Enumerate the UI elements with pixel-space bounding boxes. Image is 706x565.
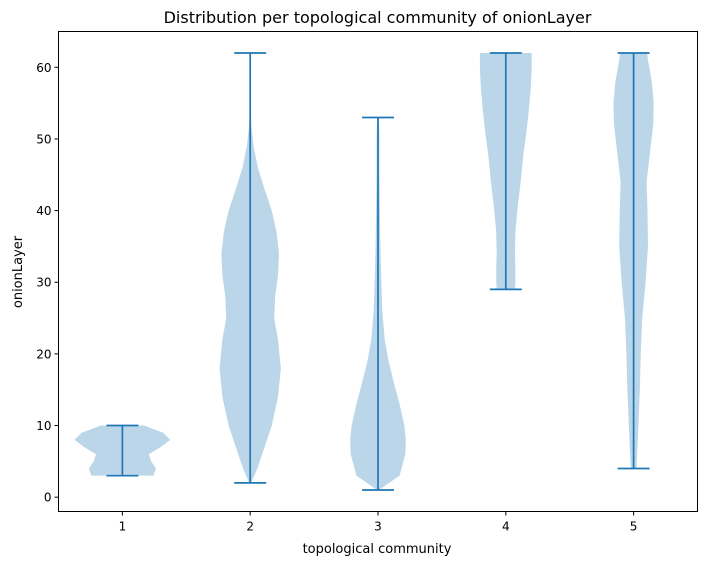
whisker-lines-layer (106, 52, 650, 491)
x-tick-label: 3 (374, 520, 382, 534)
x-tick-label: 5 (630, 520, 638, 534)
y-axis-label: onionLayer (11, 235, 26, 308)
x-tick-label: 2 (246, 520, 254, 534)
y-tick-label: 60 (36, 61, 51, 75)
x-axis-label: topological community (303, 542, 452, 557)
y-tick-label: 0 (44, 491, 52, 505)
x-tick-label: 4 (502, 520, 510, 534)
y-tick-label: 40 (36, 204, 51, 218)
y-tick-label: 10 (36, 419, 51, 433)
y-tick-label: 50 (36, 132, 51, 146)
y-axis: 0 10 20 30 40 50 60 (36, 61, 59, 505)
x-axis: 1 2 3 4 5 (119, 511, 638, 534)
chart-title: Distribution per topological community o… (164, 8, 592, 27)
x-tick-label: 1 (119, 520, 127, 534)
y-tick-label: 20 (36, 347, 51, 361)
y-tick-label: 30 (36, 276, 51, 290)
